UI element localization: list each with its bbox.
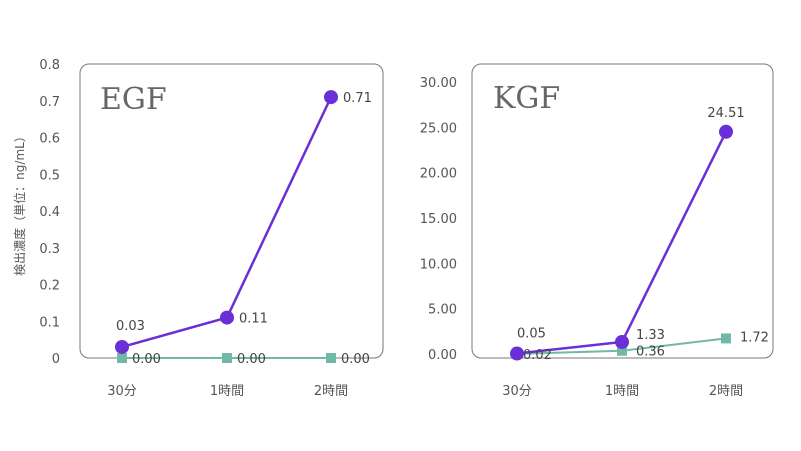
data-label: 0.00 — [132, 352, 161, 367]
data-label: 0.00 — [237, 352, 266, 367]
y-tick-label: 0.1 — [39, 315, 60, 330]
y-tick-label: 20.00 — [420, 167, 457, 182]
data-label: 0.11 — [239, 312, 268, 327]
data-label: 0.05 — [517, 327, 546, 342]
y-tick-label: 0.00 — [428, 348, 457, 363]
y-tick-label: 0.7 — [39, 95, 60, 110]
x-tick-label: 2時間 — [314, 384, 348, 399]
y-tick-label: 0.4 — [39, 205, 60, 220]
data-label: 0.03 — [116, 319, 145, 334]
x-tick-label: 1時間 — [210, 384, 244, 399]
data-label: 1.72 — [740, 330, 769, 345]
data-point-square — [721, 333, 731, 344]
chart-title: KGF — [493, 81, 560, 116]
x-tick-label: 1時間 — [605, 384, 639, 399]
x-tick-label: 30分 — [107, 384, 137, 399]
data-point-square — [222, 353, 232, 363]
data-point-circle — [615, 334, 629, 349]
data-point-square — [617, 345, 627, 356]
egf-chart: 検出濃度（単位：ng/mL） EGF 0 0.1 0.2 0.3 0.4 0.5 0.6 0.… — [12, 58, 384, 399]
y-tick-label: 0.2 — [39, 279, 60, 294]
series-line-circle — [516, 131, 728, 355]
x-tick-label: 2時間 — [709, 384, 743, 399]
y-tick-label: 25.00 — [420, 121, 457, 136]
data-point-circle — [115, 339, 129, 354]
data-label: 1.33 — [636, 328, 665, 343]
kgf-chart: KGF 0.00 5.00 10.00 15.00 20.00 25.00 30.00 30分… — [420, 63, 774, 399]
x-tick-label: 30分 — [502, 384, 532, 399]
data-point-circle — [220, 310, 234, 325]
y-tick-label: 0.3 — [39, 242, 60, 257]
series-line-circle — [121, 96, 333, 349]
data-point-square — [117, 353, 127, 363]
y-tick-label: 0.5 — [39, 168, 60, 183]
data-point-circle — [719, 124, 733, 139]
data-point-circle — [324, 90, 338, 105]
data-label: 0.71 — [343, 91, 372, 106]
data-point-circle — [510, 346, 524, 361]
y-tick-label: 0 — [52, 352, 60, 367]
y-tick-label: 5.00 — [428, 303, 457, 318]
y-tick-label: 0.8 — [39, 58, 60, 73]
y-tick-label: 30.00 — [420, 76, 457, 91]
y-tick-label: 0.6 — [39, 132, 60, 147]
data-label: 0.36 — [636, 345, 665, 360]
data-label: 24.51 — [707, 106, 744, 121]
data-label: 0.00 — [341, 352, 370, 367]
y-tick-label: 15.00 — [420, 212, 457, 227]
data-point-square — [326, 353, 336, 363]
y-tick-label: 10.00 — [420, 257, 457, 272]
chart-title: EGF — [100, 82, 167, 117]
plot-frame — [471, 63, 774, 359]
data-label: 0.02 — [523, 348, 552, 363]
y-axis-label: 検出濃度（単位：ng/mL） — [12, 130, 27, 276]
